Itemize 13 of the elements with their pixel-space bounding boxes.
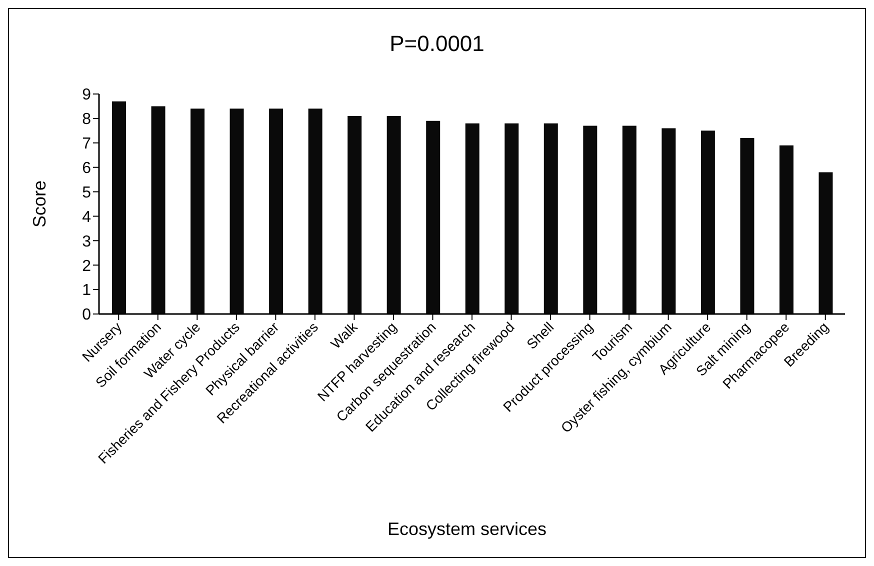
y-tick-label: 5 (82, 184, 92, 202)
y-tick-label: 3 (82, 233, 92, 250)
chart-title: P=0.0001 (388, 31, 486, 57)
y-axis-title: Score (29, 180, 50, 228)
y-tick-label: 1 (82, 282, 92, 300)
y-tick-label: 4 (82, 208, 92, 226)
y-tick-label: 9 (82, 86, 92, 104)
y-tick-label: 6 (82, 160, 92, 178)
y-tick-label: 2 (82, 258, 92, 275)
x-axis-title: Ecosystem services (386, 519, 548, 540)
y-tick-label: 7 (82, 136, 92, 153)
y-tick-label: 0 (82, 306, 92, 324)
y-tick-label: 8 (82, 111, 92, 128)
